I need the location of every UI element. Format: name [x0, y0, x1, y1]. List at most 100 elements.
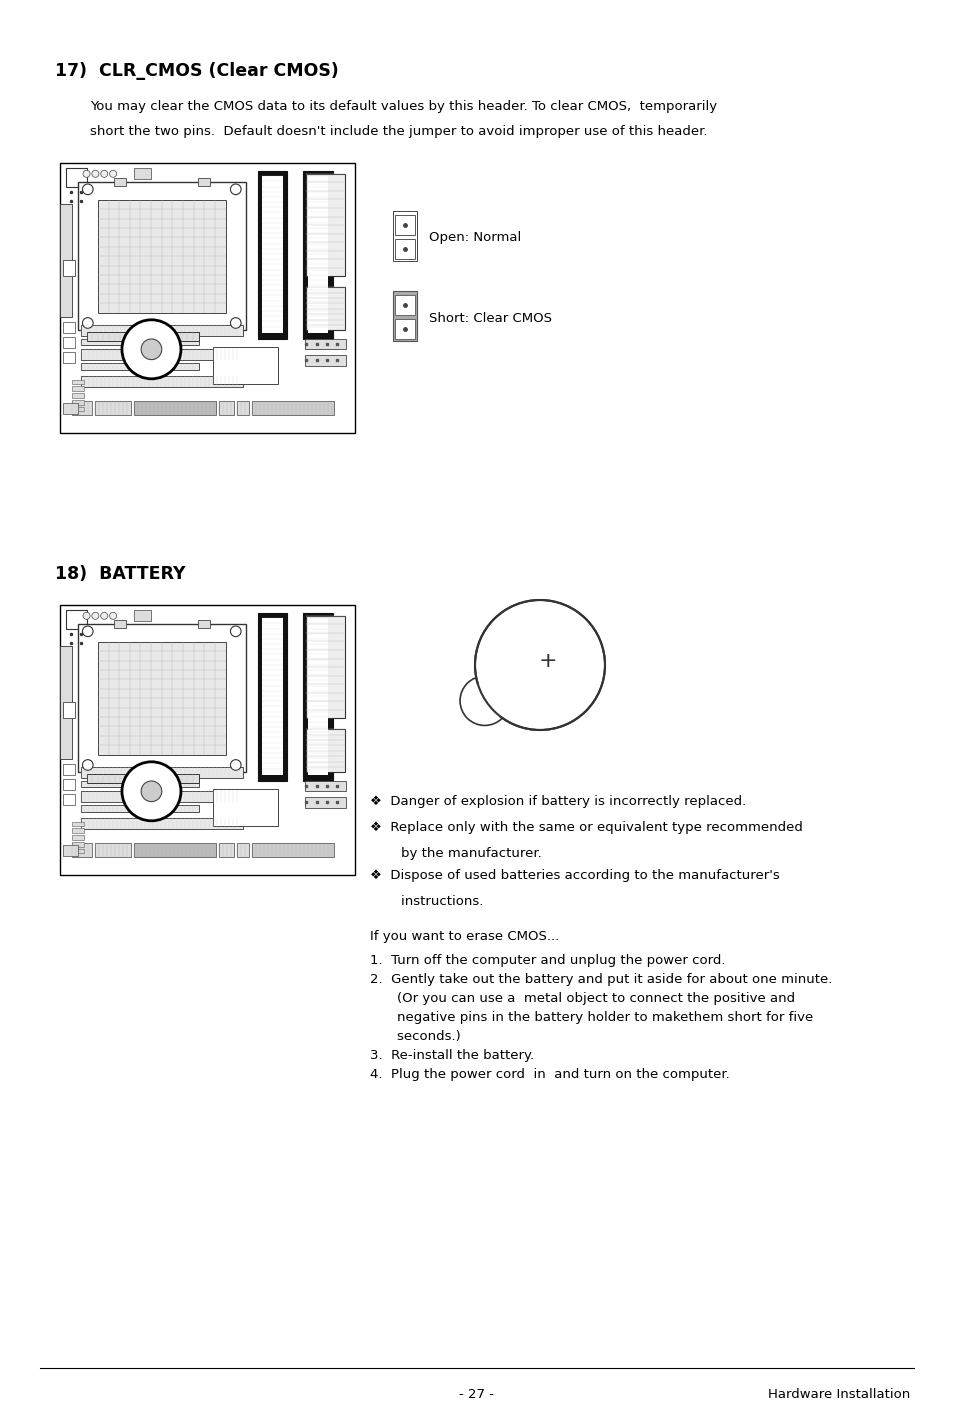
Bar	[77, 624, 246, 773]
Circle shape	[141, 339, 162, 360]
Bar	[213, 788, 278, 827]
Circle shape	[83, 613, 90, 620]
Bar	[236, 842, 249, 858]
Bar	[81, 349, 243, 360]
Circle shape	[472, 679, 512, 718]
Bar	[262, 176, 282, 333]
Bar	[63, 794, 74, 805]
Bar	[71, 835, 84, 839]
Bar	[197, 177, 210, 186]
Circle shape	[231, 760, 241, 770]
Text: Open: Normal: Open: Normal	[429, 231, 520, 244]
Bar	[262, 618, 282, 776]
Circle shape	[91, 613, 99, 620]
Bar	[81, 818, 243, 830]
Bar	[81, 363, 198, 370]
Bar	[63, 403, 77, 414]
Bar	[71, 380, 84, 384]
Text: seconds.): seconds.)	[379, 1029, 460, 1044]
Circle shape	[101, 170, 108, 177]
Bar	[236, 401, 249, 415]
Circle shape	[231, 625, 241, 637]
Text: short the two pins.  Default doesn't include the jumper to avoid improper use of: short the two pins. Default doesn't incl…	[90, 125, 707, 138]
Bar	[393, 211, 416, 261]
Bar	[133, 842, 216, 858]
Text: ❖  Danger of explosion if battery is incorrectly replaced.: ❖ Danger of explosion if battery is inco…	[370, 795, 745, 808]
Bar	[87, 774, 198, 783]
Bar	[87, 332, 198, 342]
Bar	[395, 240, 415, 259]
Bar	[81, 780, 198, 787]
Bar	[71, 393, 84, 398]
Bar	[133, 610, 152, 621]
Circle shape	[122, 761, 181, 821]
Bar	[257, 613, 287, 780]
Bar	[257, 172, 287, 339]
Bar	[306, 615, 344, 719]
Bar	[395, 216, 415, 235]
Bar	[71, 842, 84, 847]
Circle shape	[231, 318, 241, 329]
Bar	[252, 401, 334, 415]
Bar	[60, 605, 355, 875]
Text: 3.  Re-install the battery.: 3. Re-install the battery.	[370, 1049, 534, 1062]
Bar	[213, 346, 278, 384]
Bar	[63, 764, 74, 776]
Bar	[71, 828, 84, 834]
Bar	[95, 842, 131, 858]
Bar	[63, 778, 74, 790]
Bar	[95, 401, 131, 415]
Bar	[81, 376, 243, 387]
Bar	[63, 322, 74, 333]
Circle shape	[231, 184, 241, 194]
Bar	[113, 620, 126, 628]
Bar	[98, 200, 226, 312]
Bar	[308, 618, 328, 776]
Bar	[71, 842, 92, 858]
Bar	[306, 174, 344, 277]
Circle shape	[101, 613, 108, 620]
Text: 2.  Gently take out the battery and put it aside for about one minute.: 2. Gently take out the battery and put i…	[370, 973, 832, 986]
Bar	[81, 791, 243, 803]
Circle shape	[475, 600, 604, 730]
Bar	[395, 295, 415, 315]
Bar	[71, 386, 84, 391]
Bar	[63, 845, 77, 856]
Bar	[63, 259, 74, 277]
Text: Hardware Installation: Hardware Installation	[767, 1388, 909, 1401]
Bar	[303, 172, 333, 339]
Bar	[133, 401, 216, 415]
Text: ❖  Dispose of used batteries according to the manufacturer's: ❖ Dispose of used batteries according to…	[370, 869, 779, 882]
Bar	[66, 610, 87, 630]
Bar	[63, 337, 74, 347]
Bar	[81, 339, 198, 345]
Bar	[133, 169, 152, 179]
Circle shape	[110, 170, 116, 177]
Circle shape	[82, 184, 93, 194]
Circle shape	[83, 170, 90, 177]
Bar	[303, 613, 333, 780]
Bar	[98, 642, 226, 754]
Bar	[395, 319, 415, 339]
Bar	[81, 767, 243, 778]
Circle shape	[82, 625, 93, 637]
Bar	[308, 176, 328, 333]
Bar	[63, 352, 74, 363]
Bar	[81, 325, 243, 336]
Circle shape	[91, 170, 99, 177]
Bar	[81, 805, 198, 811]
Bar	[305, 354, 346, 366]
Text: instructions.: instructions.	[384, 895, 483, 908]
Text: If you want to erase CMOS...: If you want to erase CMOS...	[370, 930, 558, 943]
Text: by the manufacturer.: by the manufacturer.	[384, 847, 541, 859]
Bar	[71, 821, 84, 827]
Bar	[60, 204, 71, 316]
Bar	[306, 729, 344, 773]
Text: 18)  BATTERY: 18) BATTERY	[55, 564, 185, 583]
Circle shape	[141, 781, 162, 801]
Bar	[305, 339, 346, 349]
Text: You may clear the CMOS data to its default values by this header. To clear CMOS,: You may clear the CMOS data to its defau…	[90, 101, 717, 113]
Bar	[71, 401, 92, 415]
Bar	[66, 169, 87, 187]
Bar	[77, 182, 246, 330]
